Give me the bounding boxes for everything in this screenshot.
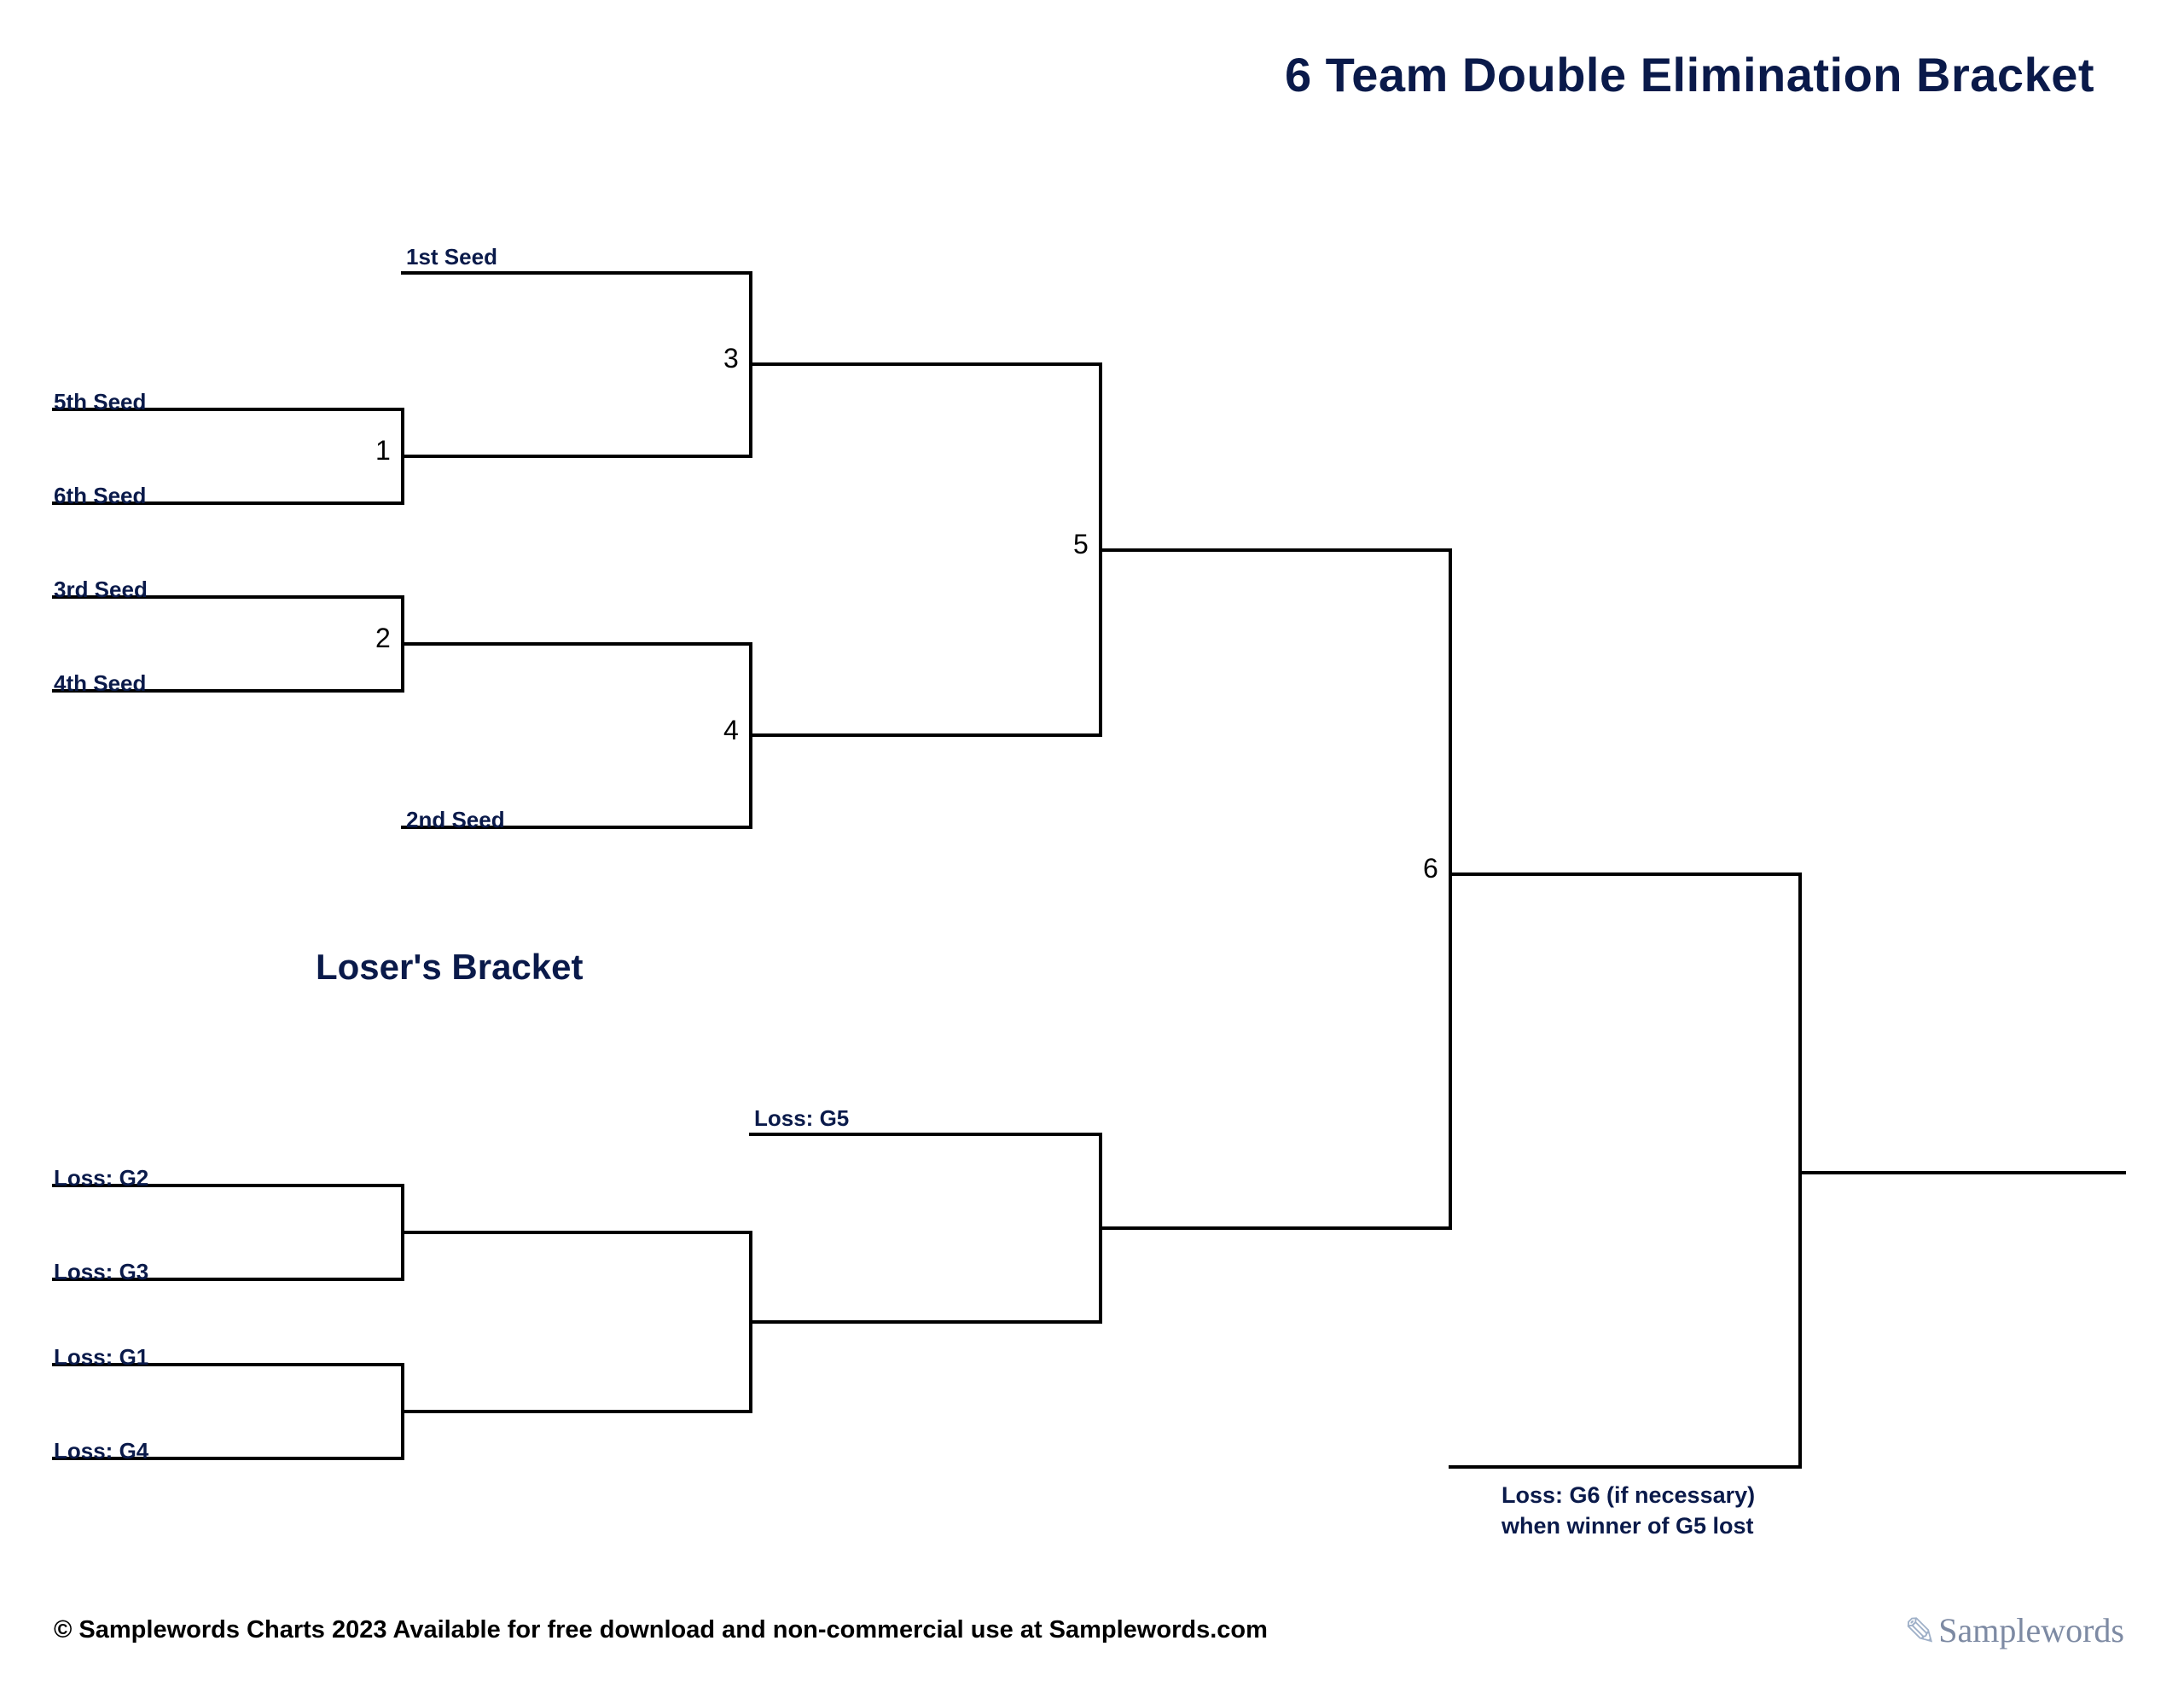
seed-label: 5th Seed bbox=[54, 389, 146, 415]
if-necessary-note: Loss: G6 (if necessary) when winner of G… bbox=[1502, 1480, 1755, 1542]
watermark-icon: ✎ bbox=[1904, 1609, 1937, 1655]
seed-label: Loss: G1 bbox=[54, 1344, 148, 1371]
watermark-text: Samplewords bbox=[1938, 1610, 2124, 1650]
bracket-diagram bbox=[0, 0, 2184, 1687]
seed-label: Loss: G4 bbox=[54, 1438, 148, 1464]
seed-label: 4th Seed bbox=[54, 670, 146, 697]
watermark-logo: ✎ Samplewords bbox=[1904, 1607, 2124, 1653]
game-number: 3 bbox=[723, 343, 739, 374]
if-necessary-line1: Loss: G6 (if necessary) bbox=[1502, 1482, 1755, 1508]
game-number: 6 bbox=[1423, 853, 1438, 884]
seed-label: 1st Seed bbox=[406, 244, 497, 270]
losers-bracket-heading: Loser's Bracket bbox=[316, 947, 583, 988]
game-number: 4 bbox=[723, 715, 739, 746]
seed-label: 3rd Seed bbox=[54, 577, 148, 603]
seed-label: 2nd Seed bbox=[406, 807, 505, 833]
seed-label: Loss: G5 bbox=[754, 1105, 849, 1132]
game-number: 5 bbox=[1073, 529, 1089, 560]
seed-label: Loss: G3 bbox=[54, 1259, 148, 1285]
footer-credit: © Samplewords Charts 2023 Available for … bbox=[54, 1616, 1268, 1644]
seed-label: Loss: G2 bbox=[54, 1165, 148, 1191]
if-necessary-line2: when winner of G5 lost bbox=[1502, 1513, 1754, 1539]
game-number: 1 bbox=[375, 435, 391, 467]
game-number: 2 bbox=[375, 623, 391, 654]
seed-label: 6th Seed bbox=[54, 483, 146, 509]
